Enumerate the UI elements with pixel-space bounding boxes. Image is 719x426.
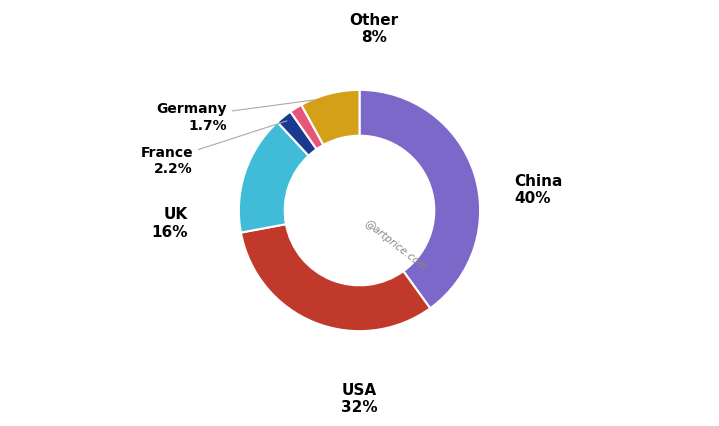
Text: China
40%: China 40%	[514, 173, 562, 205]
Wedge shape	[239, 123, 308, 233]
Wedge shape	[301, 91, 360, 146]
Wedge shape	[278, 112, 316, 156]
Text: UK
16%: UK 16%	[152, 207, 188, 239]
Wedge shape	[360, 91, 480, 308]
Text: @artprice.com: @artprice.com	[362, 217, 429, 272]
Text: USA
32%: USA 32%	[342, 382, 377, 414]
Text: Other
8%: Other 8%	[349, 13, 398, 45]
Text: France
2.2%: France 2.2%	[140, 121, 287, 176]
Wedge shape	[290, 106, 324, 150]
Wedge shape	[241, 225, 430, 331]
Text: Germany
1.7%: Germany 1.7%	[156, 101, 314, 132]
